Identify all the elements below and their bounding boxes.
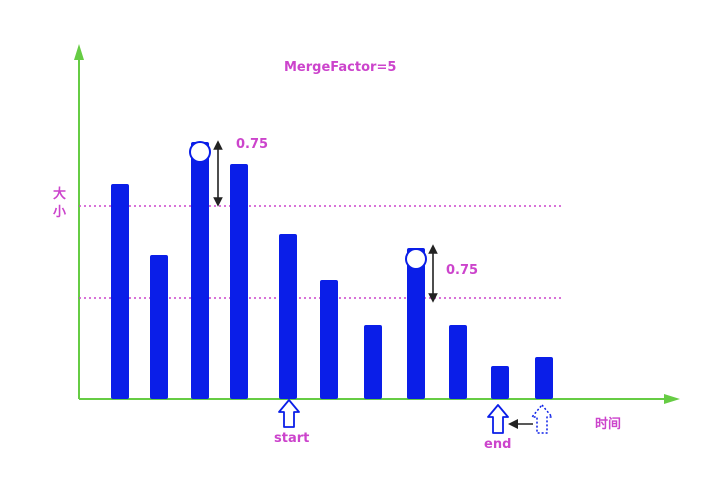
bar-11	[535, 357, 553, 399]
bar-5	[279, 234, 297, 399]
bar-9	[449, 325, 467, 399]
circle-marker-bar-3	[189, 141, 211, 163]
lower-delta-label: 0.75	[446, 263, 478, 278]
x-axis-arrowhead	[664, 394, 680, 404]
bar-4	[230, 164, 248, 399]
shift-left-arrowhead	[508, 419, 518, 429]
end-up-arrow-icon	[487, 404, 509, 434]
title: MergeFactor=5	[284, 60, 396, 75]
bar-10	[491, 366, 509, 399]
bars	[111, 142, 553, 399]
y-axis-label-bottom: 小	[53, 205, 66, 220]
start-up-arrow-icon	[278, 399, 300, 428]
bar-2	[150, 255, 168, 399]
start-label: start	[274, 431, 309, 446]
shift-left-arrow	[508, 419, 533, 429]
upper-delta-label: 0.75	[236, 137, 268, 152]
end-label: end	[484, 437, 511, 452]
y-axis-label-top: 大	[53, 186, 66, 202]
start-marker: start	[274, 399, 309, 446]
circle-marker-bar-8	[405, 248, 427, 270]
x-axis-label: 时间	[595, 416, 621, 432]
bar-3	[191, 142, 209, 399]
end-marker: end	[484, 404, 511, 452]
bar-8	[407, 248, 425, 399]
bar-7	[364, 325, 382, 399]
bar-6	[320, 280, 338, 399]
previous-end-dashed-arrow-icon	[531, 404, 553, 434]
y-axis-arrowhead	[74, 44, 84, 60]
bar-1	[111, 184, 129, 399]
